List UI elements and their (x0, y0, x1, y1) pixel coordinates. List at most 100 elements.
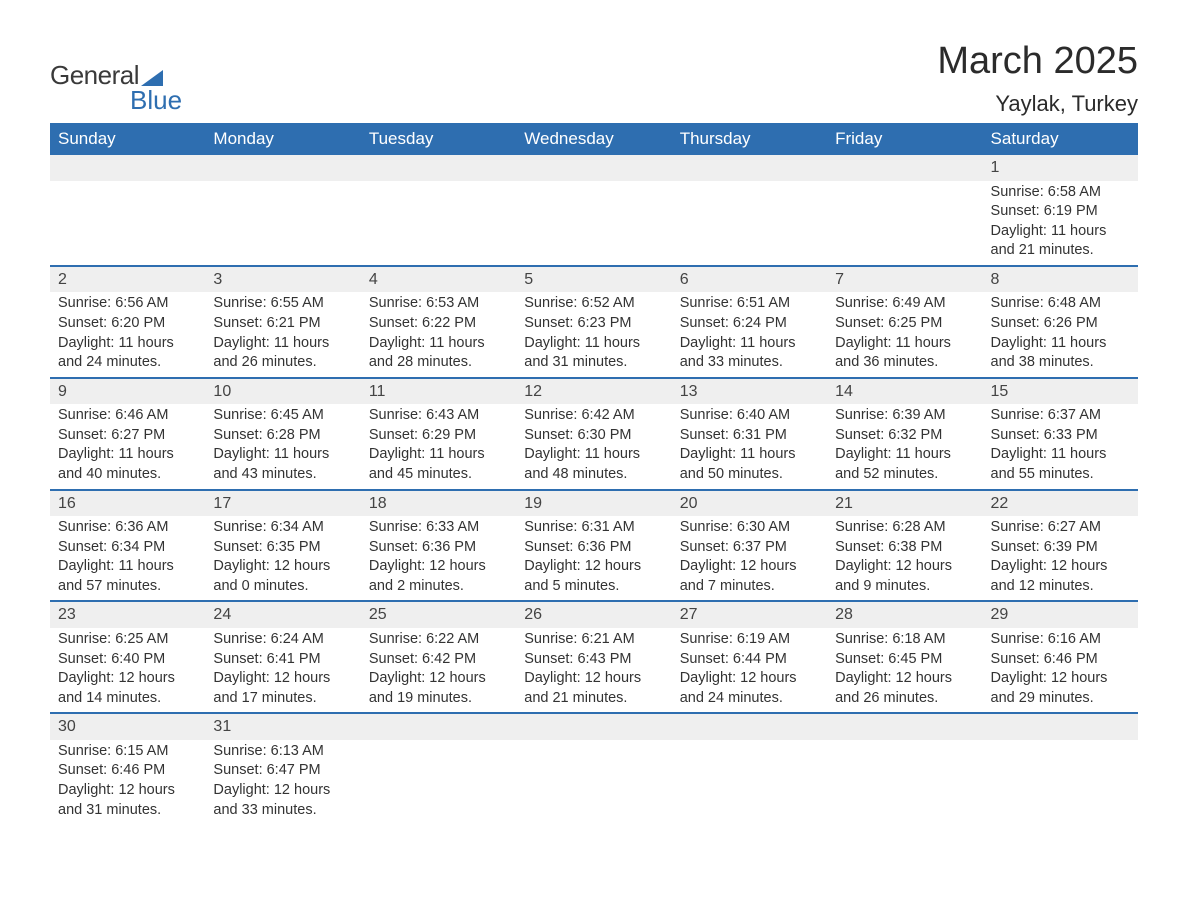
day-details-cell: Sunrise: 6:30 AMSunset: 6:37 PMDaylight:… (672, 516, 827, 601)
sunset-text: Sunset: 6:33 PM (991, 426, 1130, 446)
weekday-header: Wednesday (516, 123, 671, 155)
day-details-cell (516, 740, 671, 824)
sunrise-text: Sunrise: 6:16 AM (991, 630, 1130, 650)
day-number-cell: 17 (205, 490, 360, 517)
day-number-cell: 12 (516, 378, 671, 405)
daylight-text: Daylight: 12 hours and 14 minutes. (58, 669, 197, 708)
sunrise-text: Sunrise: 6:56 AM (58, 294, 197, 314)
day-number-row: 1 (50, 155, 1138, 181)
day-number-cell: 19 (516, 490, 671, 517)
day-number-cell: 25 (361, 601, 516, 628)
logo: General Blue (50, 60, 182, 116)
day-number-cell (672, 713, 827, 740)
day-number-cell: 4 (361, 266, 516, 293)
sunrise-text: Sunrise: 6:49 AM (835, 294, 974, 314)
day-details-cell: Sunrise: 6:42 AMSunset: 6:30 PMDaylight:… (516, 404, 671, 489)
day-number-cell: 30 (50, 713, 205, 740)
sunrise-text: Sunrise: 6:34 AM (213, 518, 352, 538)
day-details-cell: Sunrise: 6:37 AMSunset: 6:33 PMDaylight:… (983, 404, 1138, 489)
day-number-cell: 18 (361, 490, 516, 517)
day-number-cell: 24 (205, 601, 360, 628)
day-details-cell: Sunrise: 6:18 AMSunset: 6:45 PMDaylight:… (827, 628, 982, 713)
day-details-cell: Sunrise: 6:25 AMSunset: 6:40 PMDaylight:… (50, 628, 205, 713)
daylight-text: Daylight: 11 hours and 50 minutes. (680, 445, 819, 484)
sunrise-text: Sunrise: 6:39 AM (835, 406, 974, 426)
sunrise-text: Sunrise: 6:28 AM (835, 518, 974, 538)
day-number-cell (516, 713, 671, 740)
sunset-text: Sunset: 6:42 PM (369, 650, 508, 670)
sunrise-text: Sunrise: 6:21 AM (524, 630, 663, 650)
daylight-text: Daylight: 12 hours and 0 minutes. (213, 557, 352, 596)
sunset-text: Sunset: 6:20 PM (58, 314, 197, 334)
day-number-cell: 31 (205, 713, 360, 740)
sunrise-text: Sunrise: 6:22 AM (369, 630, 508, 650)
day-number-row: 23242526272829 (50, 601, 1138, 628)
day-number-row: 2345678 (50, 266, 1138, 293)
day-details-cell (827, 181, 982, 266)
day-details-cell: Sunrise: 6:51 AMSunset: 6:24 PMDaylight:… (672, 292, 827, 377)
sunrise-text: Sunrise: 6:27 AM (991, 518, 1130, 538)
day-details-cell: Sunrise: 6:49 AMSunset: 6:25 PMDaylight:… (827, 292, 982, 377)
day-number-cell (516, 155, 671, 181)
daylight-text: Daylight: 12 hours and 7 minutes. (680, 557, 819, 596)
sunrise-text: Sunrise: 6:48 AM (991, 294, 1130, 314)
sunrise-text: Sunrise: 6:30 AM (680, 518, 819, 538)
sunset-text: Sunset: 6:46 PM (58, 761, 197, 781)
day-details-cell (672, 740, 827, 824)
day-number-row: 3031 (50, 713, 1138, 740)
sunrise-text: Sunrise: 6:42 AM (524, 406, 663, 426)
day-details-row: Sunrise: 6:46 AMSunset: 6:27 PMDaylight:… (50, 404, 1138, 489)
day-number-row: 9101112131415 (50, 378, 1138, 405)
daylight-text: Daylight: 11 hours and 26 minutes. (213, 334, 352, 373)
day-number-cell: 22 (983, 490, 1138, 517)
weekday-header: Tuesday (361, 123, 516, 155)
sunrise-text: Sunrise: 6:58 AM (991, 183, 1130, 203)
sunrise-text: Sunrise: 6:13 AM (213, 742, 352, 762)
sunrise-text: Sunrise: 6:37 AM (991, 406, 1130, 426)
sunrise-text: Sunrise: 6:40 AM (680, 406, 819, 426)
day-details-cell: Sunrise: 6:45 AMSunset: 6:28 PMDaylight:… (205, 404, 360, 489)
day-details-cell (516, 181, 671, 266)
day-details-cell: Sunrise: 6:52 AMSunset: 6:23 PMDaylight:… (516, 292, 671, 377)
daylight-text: Daylight: 12 hours and 17 minutes. (213, 669, 352, 708)
day-details-cell (205, 181, 360, 266)
day-details-row: Sunrise: 6:25 AMSunset: 6:40 PMDaylight:… (50, 628, 1138, 713)
sunset-text: Sunset: 6:40 PM (58, 650, 197, 670)
day-number-cell (361, 155, 516, 181)
daylight-text: Daylight: 12 hours and 31 minutes. (58, 781, 197, 820)
sunset-text: Sunset: 6:46 PM (991, 650, 1130, 670)
sunset-text: Sunset: 6:30 PM (524, 426, 663, 446)
day-details-cell: Sunrise: 6:15 AMSunset: 6:46 PMDaylight:… (50, 740, 205, 824)
day-details-cell: Sunrise: 6:21 AMSunset: 6:43 PMDaylight:… (516, 628, 671, 713)
daylight-text: Daylight: 12 hours and 29 minutes. (991, 669, 1130, 708)
day-number-cell: 7 (827, 266, 982, 293)
day-number-cell: 2 (50, 266, 205, 293)
daylight-text: Daylight: 12 hours and 26 minutes. (835, 669, 974, 708)
sunrise-text: Sunrise: 6:19 AM (680, 630, 819, 650)
daylight-text: Daylight: 11 hours and 36 minutes. (835, 334, 974, 373)
sunset-text: Sunset: 6:32 PM (835, 426, 974, 446)
sunrise-text: Sunrise: 6:24 AM (213, 630, 352, 650)
daylight-text: Daylight: 11 hours and 24 minutes. (58, 334, 197, 373)
day-details-cell (672, 181, 827, 266)
day-details-row: Sunrise: 6:56 AMSunset: 6:20 PMDaylight:… (50, 292, 1138, 377)
weekday-header: Sunday (50, 123, 205, 155)
day-details-cell: Sunrise: 6:31 AMSunset: 6:36 PMDaylight:… (516, 516, 671, 601)
sunrise-text: Sunrise: 6:31 AM (524, 518, 663, 538)
weekday-header: Saturday (983, 123, 1138, 155)
day-number-cell: 20 (672, 490, 827, 517)
sunrise-text: Sunrise: 6:25 AM (58, 630, 197, 650)
sunset-text: Sunset: 6:22 PM (369, 314, 508, 334)
day-details-cell: Sunrise: 6:34 AMSunset: 6:35 PMDaylight:… (205, 516, 360, 601)
day-number-cell (983, 713, 1138, 740)
calendar-table: Sunday Monday Tuesday Wednesday Thursday… (50, 123, 1138, 824)
page-title: March 2025 (937, 40, 1138, 83)
day-number-cell: 11 (361, 378, 516, 405)
sunset-text: Sunset: 6:35 PM (213, 538, 352, 558)
day-details-cell: Sunrise: 6:36 AMSunset: 6:34 PMDaylight:… (50, 516, 205, 601)
day-details-cell: Sunrise: 6:33 AMSunset: 6:36 PMDaylight:… (361, 516, 516, 601)
daylight-text: Daylight: 11 hours and 57 minutes. (58, 557, 197, 596)
sunrise-text: Sunrise: 6:45 AM (213, 406, 352, 426)
sunrise-text: Sunrise: 6:53 AM (369, 294, 508, 314)
sunrise-text: Sunrise: 6:18 AM (835, 630, 974, 650)
